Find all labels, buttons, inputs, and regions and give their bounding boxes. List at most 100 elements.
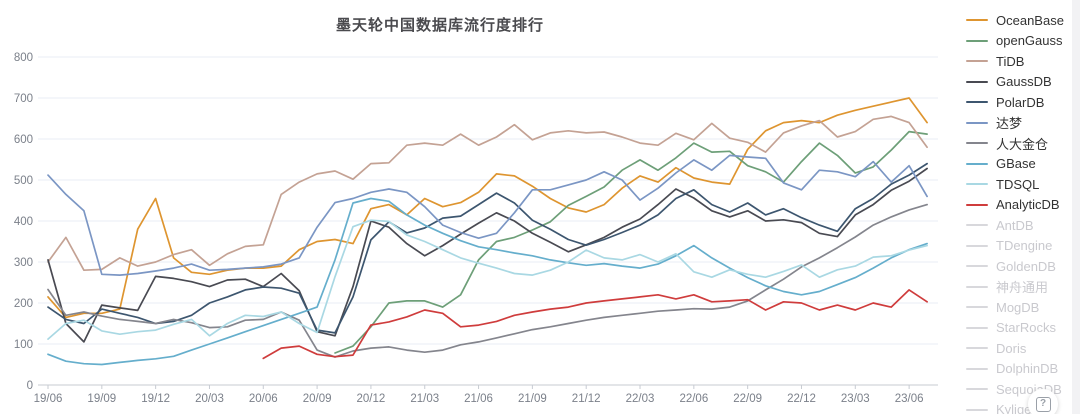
x-axis-label: 20/06 (249, 393, 278, 405)
x-axis-label: 21/03 (410, 393, 439, 405)
page-edge-strip (1072, 0, 1080, 414)
legend-label: Kylige (996, 402, 1032, 414)
legend-swatch (966, 347, 988, 350)
x-axis-label: 22/12 (787, 393, 816, 405)
legend-swatch (966, 388, 988, 391)
chart-title: 墨天轮中国数据库流行度排行 (335, 17, 544, 34)
legend-item-SequoiaDB[interactable]: SequoiaDB (966, 379, 1080, 400)
legend-label: TiDB (996, 53, 1025, 69)
legend-swatch (966, 367, 988, 370)
legend-swatch (966, 285, 988, 288)
legend-item-Doris[interactable]: Doris (966, 338, 1080, 359)
legend-label: AnalyticDB (996, 197, 1060, 213)
legend-item-OceanBase[interactable]: OceanBase (966, 10, 1080, 31)
legend-label: Doris (996, 340, 1027, 356)
legend-label: GBase (996, 156, 1036, 172)
legend-item-达梦[interactable]: 达梦 (966, 113, 1080, 134)
legend-label: PolarDB (996, 94, 1045, 110)
legend-item-MogDB[interactable]: MogDB (966, 297, 1080, 318)
legend-label: 人大金仓 (996, 136, 1049, 152)
x-axis-label: 19/09 (87, 393, 116, 405)
legend-label: AntDB (996, 217, 1034, 233)
legend-item-GaussDB[interactable]: GaussDB (966, 72, 1080, 93)
series-line-TiDB (47, 115, 928, 272)
x-axis-label: 20/12 (357, 393, 386, 405)
legend-item-GBase[interactable]: GBase (966, 154, 1080, 175)
legend-swatch (966, 326, 988, 329)
x-axis-label: 19/06 (34, 393, 63, 405)
series-line-OceanBase (47, 97, 928, 319)
legend-swatch (966, 183, 988, 186)
legend-swatch (966, 142, 988, 145)
legend-item-TDengine[interactable]: TDengine (966, 236, 1080, 257)
series-line-openGauss (334, 130, 928, 354)
line-chart: 0 100 200 300 400 500 600 700 800 19/06 19/09 19/12… (14, 52, 938, 405)
legend-item-StarRocks[interactable]: StarRocks (966, 318, 1080, 339)
legend-swatch (966, 408, 988, 411)
legend-swatch (966, 60, 988, 63)
legend: OceanBase openGauss TiDB GaussDB PolarDB 达梦人大… (966, 10, 1080, 414)
legend-item-AnalyticDB[interactable]: AnalyticDB (966, 195, 1080, 216)
legend-label: OceanBase (996, 12, 1064, 28)
legend-item-DolphinDB[interactable]: DolphinDB (966, 359, 1080, 380)
series-line-TDSQL (47, 219, 928, 340)
y-axis-label: 500 (14, 175, 33, 187)
legend-swatch (966, 224, 988, 227)
legend-item-Kylige[interactable]: Kylige (966, 400, 1080, 414)
series-line-PolarDB (47, 162, 928, 334)
legend-label: TDengine (996, 238, 1053, 254)
series-line-达梦 (47, 154, 928, 276)
x-axis-label: 21/06 (464, 393, 493, 405)
legend-item-AntDB[interactable]: AntDB (966, 215, 1080, 236)
legend-item-人大金仓[interactable]: 人大金仓 (966, 133, 1080, 154)
legend-label: DolphinDB (996, 361, 1059, 377)
legend-swatch (966, 19, 988, 22)
y-axis-label: 800 (14, 52, 33, 64)
legend-item-openGauss[interactable]: openGauss (966, 31, 1080, 52)
legend-item-神舟通用[interactable]: 神舟通用 (966, 277, 1080, 298)
legend-item-TDSQL[interactable]: TDSQL (966, 174, 1080, 195)
legend-swatch (966, 162, 988, 165)
legend-label: 达梦 (996, 116, 1023, 132)
y-axis-label: 700 (14, 93, 33, 105)
legend-label: GaussDB (996, 74, 1052, 90)
legend-item-TiDB[interactable]: TiDB (966, 51, 1080, 72)
legend-swatch (966, 265, 988, 268)
legend-swatch (966, 121, 988, 124)
x-axis-label: 19/12 (141, 393, 170, 405)
legend-label: StarRocks (996, 320, 1056, 336)
series-line-GaussDB (47, 167, 928, 343)
x-axis-label: 22/09 (733, 393, 762, 405)
series-line-AnalyticDB (262, 289, 928, 360)
x-axis-label: 21/12 (572, 393, 601, 405)
legend-swatch (966, 80, 988, 83)
x-axis-label: 22/06 (679, 393, 708, 405)
x-axis-label: 23/06 (895, 393, 924, 405)
y-axis-label: 200 (14, 298, 33, 310)
legend-label: MogDB (996, 299, 1040, 315)
legend-swatch (966, 306, 988, 309)
y-axis-label: 600 (14, 134, 33, 146)
legend-swatch (966, 101, 988, 104)
legend-label: TDSQL (996, 176, 1040, 192)
x-axis-label: 20/03 (195, 393, 224, 405)
x-axis-label: 22/03 (626, 393, 655, 405)
legend-label: GoldenDB (996, 258, 1056, 274)
y-axis-label: 100 (14, 339, 33, 351)
x-axis-label: 20/09 (303, 393, 332, 405)
legend-swatch (966, 244, 988, 247)
series-line-人大金仓 (47, 203, 928, 358)
legend-item-PolarDB[interactable]: PolarDB (966, 92, 1080, 113)
question-mark-icon: ? (1035, 396, 1051, 412)
x-axis-label: 23/03 (841, 393, 870, 405)
series-line-GBase (47, 197, 928, 366)
legend-swatch (966, 203, 988, 206)
y-axis-label: 0 (27, 380, 33, 392)
x-axis-label: 21/09 (518, 393, 547, 405)
y-axis-label: 300 (14, 257, 33, 269)
help-button[interactable]: ? (1028, 389, 1058, 414)
legend-label: openGauss (996, 33, 1063, 49)
y-axis-label: 400 (14, 216, 33, 228)
legend-item-GoldenDB[interactable]: GoldenDB (966, 256, 1080, 277)
